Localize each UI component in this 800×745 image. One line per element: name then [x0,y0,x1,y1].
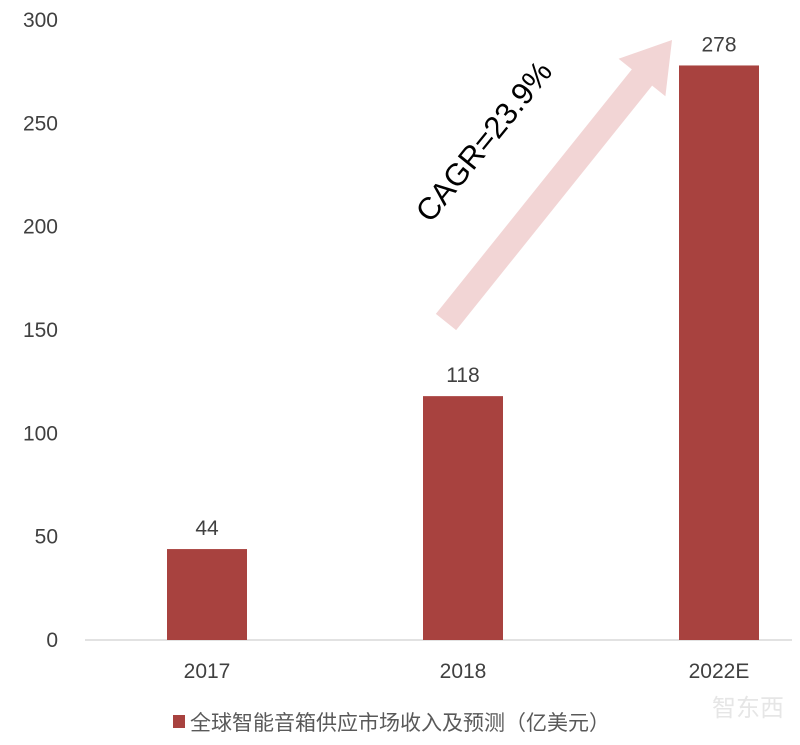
data-label: 44 [195,517,219,540]
watermark-logo: 智东西 [712,695,784,722]
x-tick-label: 2017 [184,660,231,683]
y-tick-label: 100 [23,422,58,445]
legend-label: 全球智能音箱供应市场收入及预测（亿美元） [190,712,610,735]
bar-2022E [679,65,759,640]
data-label: 278 [701,33,736,56]
bar-2018 [423,396,503,640]
y-tick-label: 0 [46,629,58,652]
y-tick-label: 50 [35,526,58,549]
cagr-arrow [435,40,672,331]
x-tick-label: 2022E [689,660,750,683]
y-tick-label: 150 [23,319,58,342]
bar-2017 [167,549,247,640]
y-tick-label: 250 [23,112,58,135]
y-tick-label: 200 [23,216,58,239]
y-axis-ticks: 0 50 100 150 200 250 300 [23,9,58,652]
legend: 全球智能音箱供应市场收入及预测（亿美元） [173,712,610,735]
x-tick-label: 2018 [440,660,487,683]
legend-swatch [173,715,185,728]
y-tick-label: 300 [23,9,58,32]
data-label: 118 [446,364,479,387]
